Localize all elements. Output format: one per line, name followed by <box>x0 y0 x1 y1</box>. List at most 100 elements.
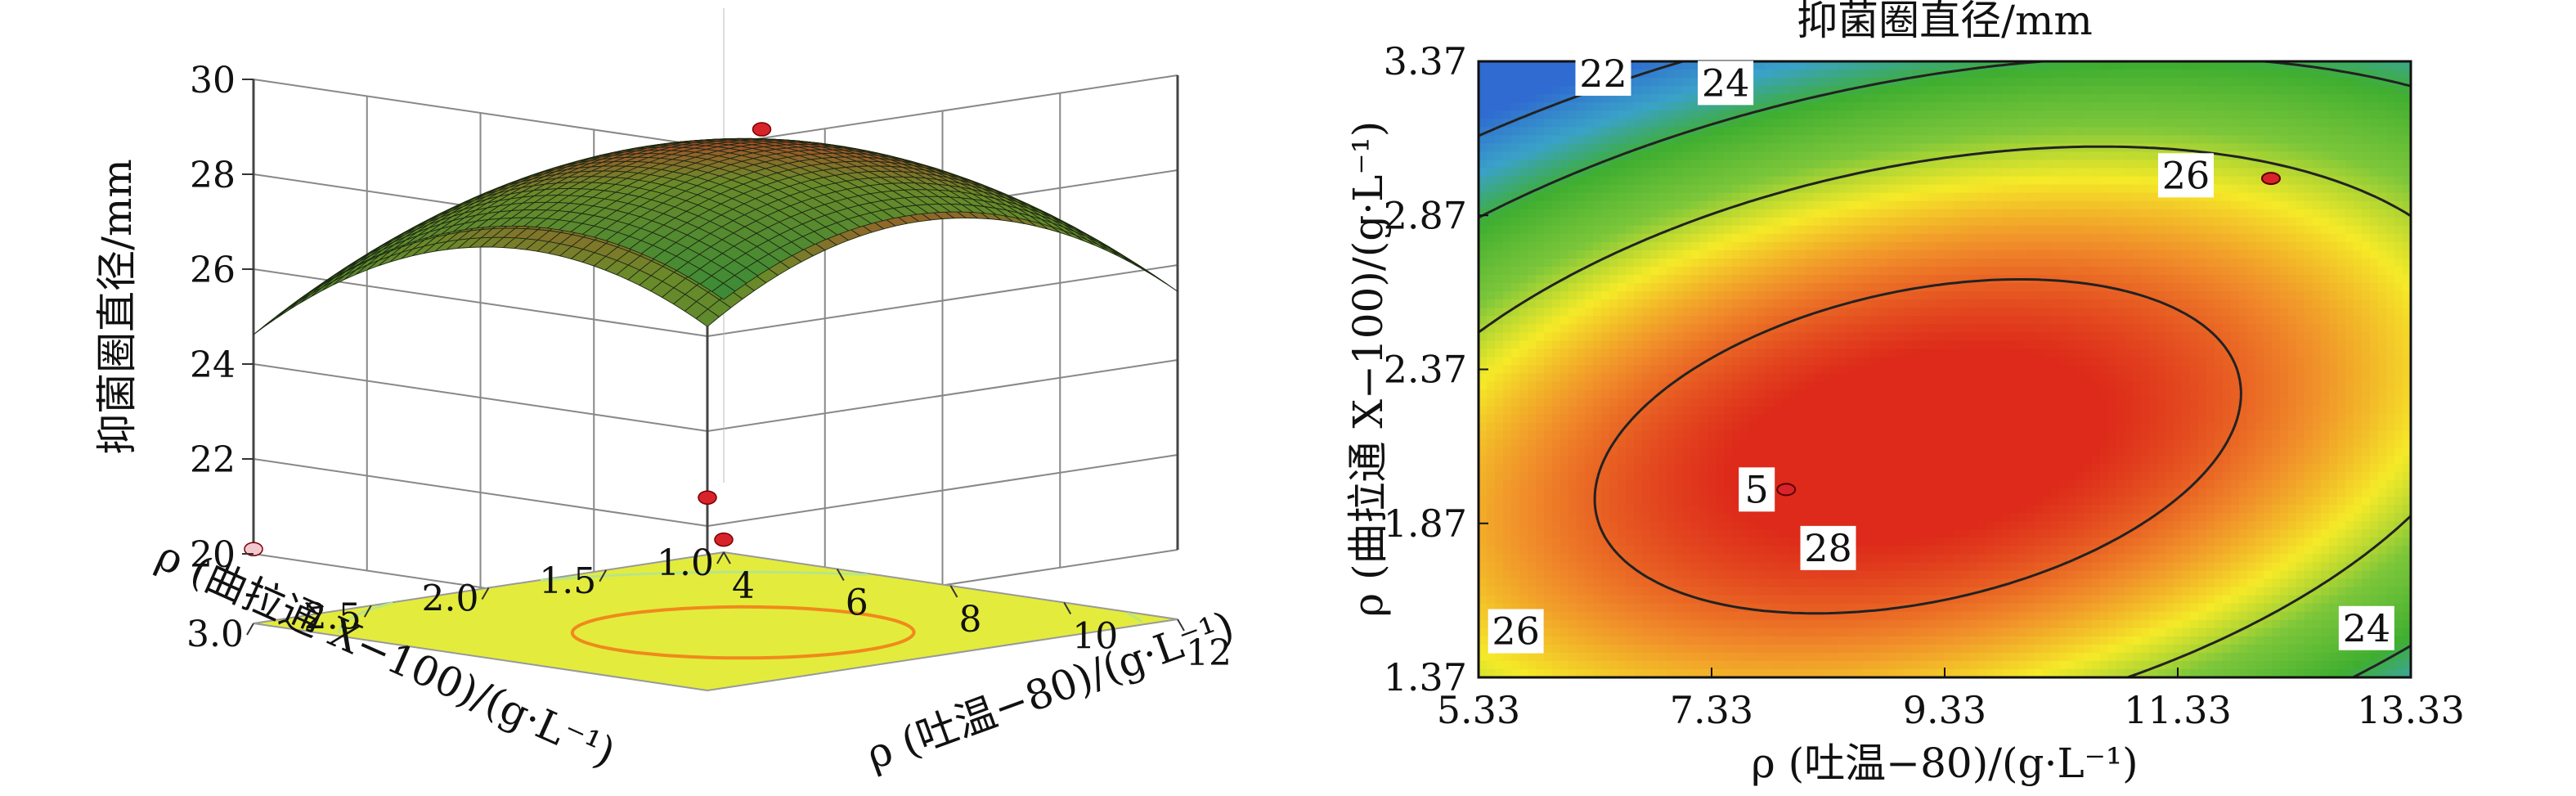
heat-cell <box>1650 193 1659 202</box>
heat-cell <box>1560 70 1569 79</box>
heat-cell <box>1724 562 1733 571</box>
heat-cell <box>1740 349 1749 358</box>
heat-cell <box>1773 61 1782 70</box>
heat-cell <box>1740 529 1749 538</box>
heat-cell <box>1650 291 1659 300</box>
heat-cell <box>1626 259 1635 268</box>
heat-cell <box>1585 340 1594 349</box>
heat-cell <box>1675 596 1684 605</box>
heat-cell <box>1479 529 1488 538</box>
heat-cell <box>1748 209 1757 218</box>
heat-cell <box>1724 628 1733 637</box>
heat-cell <box>1568 291 1577 300</box>
heat-cell <box>1667 185 1676 194</box>
heat-cell <box>1683 299 1692 308</box>
heat-cell <box>1806 110 1815 119</box>
heat-cell <box>1536 464 1545 473</box>
heat-cell <box>1789 596 1798 605</box>
heat-cell <box>1593 456 1602 465</box>
heat-cell <box>1609 423 1618 432</box>
heat-cell <box>1765 86 1774 95</box>
heat-cell <box>1560 661 1569 670</box>
heat-cell <box>1479 407 1488 416</box>
heat-cell <box>1568 529 1577 538</box>
heat-cell <box>1724 645 1733 654</box>
heat-cell <box>1830 275 1839 284</box>
heat-cell <box>1765 374 1774 383</box>
heat-cell <box>1511 250 1520 259</box>
heat-cell <box>1740 308 1749 317</box>
heat-cell <box>1716 488 1725 497</box>
heat-cell <box>1781 415 1790 424</box>
heat-cell <box>1773 439 1782 448</box>
heat-cell <box>1708 456 1717 465</box>
heat-cell <box>1765 267 1774 276</box>
heat-cell <box>1789 439 1798 448</box>
heat-cell <box>1667 259 1676 268</box>
heat-cell <box>1814 218 1823 227</box>
heat-cell <box>1683 169 1692 178</box>
heat-cell <box>1757 259 1766 268</box>
heat-cell <box>1773 70 1782 79</box>
heat-cell <box>1552 628 1561 637</box>
heat-cell <box>1585 636 1594 645</box>
heat-cell <box>1822 61 1831 70</box>
heat-cell <box>1740 291 1749 300</box>
heat-cell <box>1691 185 1700 194</box>
heat-cell <box>1658 645 1667 654</box>
heat-cell <box>1511 505 1520 514</box>
heat-cell <box>1822 234 1831 243</box>
heat-cell <box>1519 316 1528 325</box>
heat-cell <box>1667 151 1676 160</box>
heat-cell <box>1724 423 1733 432</box>
heat-cell <box>1716 456 1725 465</box>
heat-cell <box>1732 259 1741 268</box>
heat-cell <box>1609 390 1618 399</box>
heat-cell <box>1781 308 1790 317</box>
heat-cell <box>1487 554 1496 563</box>
heat-cell <box>1593 283 1602 292</box>
heat-cell <box>1797 587 1806 596</box>
heat-cell <box>1716 579 1725 588</box>
heat-cell <box>1765 110 1774 119</box>
heat-cell <box>1642 587 1651 596</box>
heat-cell <box>1536 259 1545 268</box>
heat-cell <box>1773 143 1782 152</box>
heat-cell <box>1658 546 1667 555</box>
heat-cell <box>1822 70 1831 79</box>
heat-cell <box>1765 439 1774 448</box>
heat-cell <box>1650 78 1659 87</box>
heat-cell <box>1732 596 1741 605</box>
heat-cell <box>1479 415 1488 424</box>
heat-cell <box>1667 177 1676 186</box>
heat-cell <box>1609 612 1618 621</box>
heat-cell <box>1806 398 1815 407</box>
heat-cell <box>1699 636 1708 645</box>
heat-cell <box>1618 488 1627 497</box>
heat-cell <box>1560 529 1569 538</box>
heat-cell <box>1675 612 1684 621</box>
heat-cell <box>1716 160 1725 169</box>
heat-cell <box>1814 439 1823 448</box>
heat-cell <box>1781 110 1790 119</box>
heat-cell <box>1536 480 1545 489</box>
heat-cell <box>1757 185 1766 194</box>
heat-cell <box>1487 653 1496 662</box>
heat-cell <box>1495 340 1504 349</box>
heat-cell <box>1601 415 1610 424</box>
heat-cell <box>1806 579 1815 588</box>
heat-cell <box>1577 653 1586 662</box>
heat-cell <box>1593 102 1602 111</box>
heat-cell <box>1724 234 1733 243</box>
heat-cell <box>1658 488 1667 497</box>
heat-cell <box>1658 529 1667 538</box>
heat-cell <box>1781 604 1790 613</box>
heat-cell <box>1724 250 1733 259</box>
heat-cell <box>1797 267 1806 276</box>
heat-cell <box>1609 472 1618 481</box>
heat-cell <box>1593 250 1602 259</box>
heat-cell <box>1568 324 1577 333</box>
heat-cell <box>1593 587 1602 596</box>
heat-cell <box>1748 135 1757 144</box>
heat-cell <box>1740 423 1749 432</box>
